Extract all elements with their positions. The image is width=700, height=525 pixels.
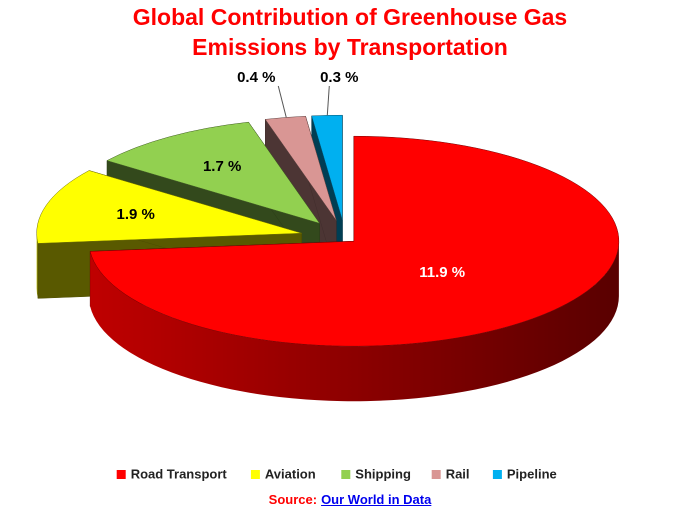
legend-label: Rail bbox=[446, 466, 470, 481]
data-label: 0.3 % bbox=[320, 69, 358, 86]
legend-swatch bbox=[250, 470, 260, 479]
source: Source: Our World in Data bbox=[0, 492, 700, 507]
source-label: Source: bbox=[268, 492, 318, 507]
slice bbox=[264, 115, 337, 221]
slice-wall bbox=[90, 241, 619, 402]
legend-swatch bbox=[431, 470, 441, 479]
legend-label: Aviation bbox=[265, 466, 316, 481]
leader-line bbox=[277, 85, 287, 118]
legend-swatch bbox=[492, 470, 502, 479]
data-label: 1.7 % bbox=[203, 158, 241, 175]
chart-title: Global Contribution of Greenhouse Gas Em… bbox=[132, 4, 568, 60]
slice-wall bbox=[36, 233, 38, 299]
slice bbox=[36, 170, 302, 244]
source-link[interactable]: Our World in Data bbox=[321, 492, 432, 507]
legend-swatch bbox=[116, 470, 126, 479]
slice bbox=[106, 121, 321, 224]
data-label: 0.4 % bbox=[237, 69, 275, 86]
leader-line bbox=[326, 85, 330, 116]
data-label: 1.9 % bbox=[117, 206, 155, 223]
slice bbox=[89, 135, 620, 347]
data-label: 11.9 % bbox=[419, 264, 465, 281]
legend-label: Road Transport bbox=[131, 466, 228, 481]
legend-label: Pipeline bbox=[507, 466, 557, 481]
legend-label: Shipping bbox=[355, 466, 411, 481]
legend-swatch bbox=[341, 470, 351, 479]
